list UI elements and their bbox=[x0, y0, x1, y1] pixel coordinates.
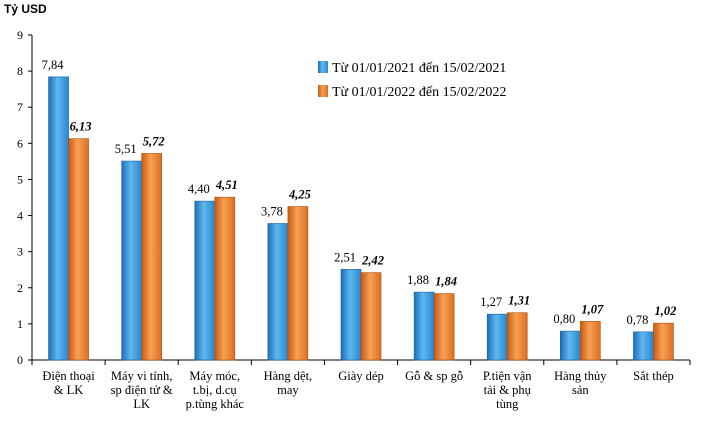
data-label-2022: 1,07 bbox=[581, 302, 604, 316]
x-category-label: tải & phụ bbox=[484, 383, 532, 397]
y-unit-label: Tỷ USD bbox=[4, 2, 47, 16]
bar-2022 bbox=[433, 293, 455, 361]
data-label-2022: 2,42 bbox=[361, 254, 384, 268]
y-tick-label: 1 bbox=[17, 317, 23, 331]
data-label-2021: 7,84 bbox=[42, 58, 65, 72]
data-label-2021: 3,78 bbox=[261, 205, 283, 219]
bar-2022 bbox=[653, 322, 674, 361]
data-label-2021: 5,51 bbox=[115, 142, 137, 156]
x-category-label: sp điện tử & bbox=[111, 383, 173, 397]
data-label-2021: 0,78 bbox=[627, 313, 649, 327]
x-category-label: may bbox=[277, 383, 299, 397]
bar-2022 bbox=[214, 196, 236, 361]
x-category-label: Giày dép bbox=[338, 369, 383, 383]
data-label-2021: 0,80 bbox=[553, 312, 575, 326]
data-label-2022: 4,25 bbox=[288, 188, 311, 202]
y-tick-label: 2 bbox=[17, 281, 23, 295]
bar-2021 bbox=[194, 200, 216, 361]
x-category-label: Máy vi tính, bbox=[111, 369, 172, 383]
y-tick-label: 3 bbox=[17, 245, 23, 259]
x-category-label: Sắt thép bbox=[633, 369, 674, 383]
x-category-label: Máy móc, bbox=[189, 369, 240, 383]
legend-label: Từ 01/01/2021 đến 15/02/2021 bbox=[332, 61, 506, 76]
x-category-label: t.bị, d.cụ bbox=[193, 383, 237, 397]
bar-2021 bbox=[560, 330, 581, 361]
axes: 0 1 2 3 4 5 6 7 8 9 Điện thoại& LK Máy vi tính,sp đ… bbox=[17, 28, 691, 411]
data-label-2022: 1,84 bbox=[435, 275, 457, 289]
y-tick-label: 4 bbox=[17, 209, 23, 223]
x-category-label: & LK bbox=[54, 383, 84, 397]
data-label-2022: 6,13 bbox=[70, 120, 92, 134]
legend-swatch bbox=[318, 85, 328, 97]
bar-2021 bbox=[486, 313, 508, 361]
x-category-label: p.tùng khác bbox=[186, 397, 245, 411]
x-category-label: sản bbox=[572, 383, 589, 397]
data-label-2021: 4,40 bbox=[188, 182, 210, 196]
x-category-label: tùng bbox=[496, 397, 519, 411]
y-tick-label: 5 bbox=[17, 172, 23, 186]
x-category-label: Hàng thủy bbox=[554, 369, 607, 383]
y-tick-label: 7 bbox=[17, 100, 23, 114]
bar-2021 bbox=[340, 269, 362, 361]
y-tick-label: 9 bbox=[17, 28, 23, 42]
legend-swatch bbox=[318, 61, 328, 73]
bars bbox=[48, 76, 674, 361]
x-category-label: Hàng dệt, bbox=[264, 369, 313, 383]
x-category-label: LK bbox=[133, 397, 150, 411]
x-category-label: Gỗ & sp gỗ bbox=[405, 369, 463, 383]
bar-2021 bbox=[413, 291, 435, 361]
data-label-2021: 1,88 bbox=[407, 273, 429, 287]
y-tick-label: 8 bbox=[17, 64, 23, 78]
data-label-2022: 5,72 bbox=[143, 134, 165, 148]
legend-label: Từ 01/01/2022 đến 15/02/2022 bbox=[332, 85, 506, 100]
bar-2021 bbox=[48, 76, 69, 361]
bar-2022 bbox=[580, 321, 601, 361]
bar-2021 bbox=[121, 160, 142, 361]
data-label-2021: 1,27 bbox=[480, 295, 502, 309]
y-tick-label: 6 bbox=[17, 136, 23, 150]
bar-2022 bbox=[68, 138, 89, 361]
bar-2022 bbox=[506, 312, 528, 361]
bar-2022 bbox=[360, 272, 382, 361]
bar-2022 bbox=[287, 206, 309, 361]
data-label-2021: 2,51 bbox=[334, 250, 356, 264]
data-label-2022: 4,51 bbox=[215, 178, 238, 192]
x-category-label: Điện thoại bbox=[42, 369, 95, 383]
bar-2021 bbox=[267, 223, 289, 361]
bar-2022 bbox=[141, 153, 162, 361]
x-category-label: P.tiện vận bbox=[483, 369, 532, 383]
bar-2021 bbox=[633, 331, 654, 361]
legend: Từ 01/01/2021 đến 15/02/2021 Từ 01/01/202… bbox=[318, 61, 506, 100]
data-label-2022: 1,02 bbox=[655, 304, 677, 318]
data-labels: 7,84 5,51 4,40 3,78 2,51 1,88 1,27 0,80 0,78 6,13… bbox=[42, 58, 677, 327]
y-tick-label: 0 bbox=[17, 353, 23, 367]
data-label-2022: 1,31 bbox=[508, 294, 530, 308]
